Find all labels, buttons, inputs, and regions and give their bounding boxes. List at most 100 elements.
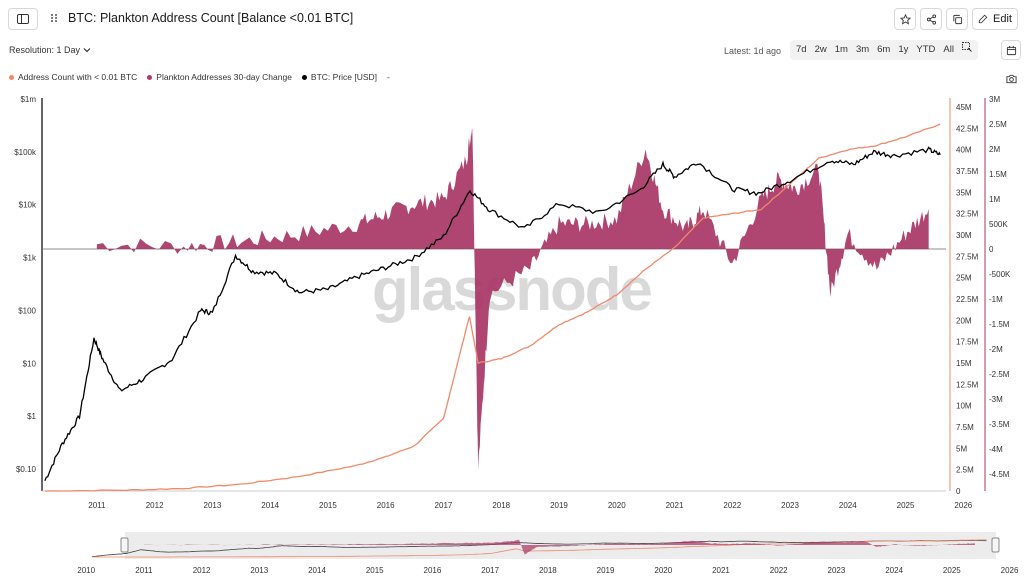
svg-text:-500K: -500K <box>989 270 1011 279</box>
svg-text:2012: 2012 <box>193 566 211 575</box>
range-all[interactable]: All <box>943 44 954 55</box>
svg-text:2024: 2024 <box>839 501 857 510</box>
svg-text:0: 0 <box>956 487 961 496</box>
range-ytd[interactable]: YTD <box>916 44 936 55</box>
share-button[interactable] <box>920 8 942 30</box>
svg-text:-1M: -1M <box>989 295 1003 304</box>
calendar-icon <box>1006 45 1016 55</box>
screenshot-button[interactable] <box>1001 70 1021 88</box>
svg-text:2012: 2012 <box>146 501 164 510</box>
legend-30day-change[interactable]: Plankton Addresses 30-day Change <box>147 72 292 82</box>
resolution-label: Resolution: 1 Day <box>9 45 81 55</box>
page-title: BTC: Plankton Address Count [Balance <0.… <box>68 11 354 25</box>
svg-text:2014: 2014 <box>261 501 279 510</box>
svg-text:$1m: $1m <box>20 95 36 104</box>
range-7d[interactable]: 7d <box>796 44 807 55</box>
left-y-axis: $0.10 $1 $10 $100 $1k $10k $100k $1m <box>14 95 43 491</box>
svg-text:2026: 2026 <box>954 501 972 510</box>
svg-text:37.5M: 37.5M <box>956 167 979 176</box>
svg-text:2018: 2018 <box>539 566 557 575</box>
svg-text:30M: 30M <box>956 231 972 240</box>
range-1m[interactable]: 1m <box>834 44 848 55</box>
svg-text:15M: 15M <box>956 359 972 368</box>
svg-text:2025: 2025 <box>897 501 915 510</box>
svg-text:2.5M: 2.5M <box>956 466 974 475</box>
edit-label: Edit <box>993 13 1012 25</box>
share-icon <box>926 13 936 25</box>
svg-text:2011: 2011 <box>135 566 153 575</box>
legend-dot-icon <box>147 74 153 80</box>
svg-text:3M: 3M <box>989 95 1000 104</box>
date-picker-button[interactable] <box>1001 40 1021 60</box>
svg-text:2020: 2020 <box>654 566 672 575</box>
svg-text:2010: 2010 <box>77 566 95 575</box>
svg-text:2020: 2020 <box>608 501 626 510</box>
svg-text:40M: 40M <box>956 146 972 155</box>
legend-address-count[interactable]: Address Count with < 0.01 BTC <box>9 72 137 82</box>
svg-text:32.5M: 32.5M <box>956 210 979 219</box>
drag-handle-icon[interactable] <box>49 12 59 24</box>
svg-text:2019: 2019 <box>597 566 615 575</box>
svg-text:1.5M: 1.5M <box>989 170 1007 179</box>
svg-text:2022: 2022 <box>723 501 741 510</box>
svg-text:2022: 2022 <box>770 566 788 575</box>
svg-text:-2.5M: -2.5M <box>989 370 1010 379</box>
right-y-axis-address-count: 0 2.5M 5M 7.5M 10M 12.5M 15M 17.5M 20M 22.5M 25M 27… <box>949 98 979 496</box>
svg-text:2015: 2015 <box>319 501 337 510</box>
svg-text:42.5M: 42.5M <box>956 124 979 133</box>
resolution-dropdown[interactable]: Resolution: 1 Day <box>9 45 91 55</box>
svg-text:$0.10: $0.10 <box>16 465 37 474</box>
time-navigator[interactable]: 2010 2011 2012 2013 2014 2015 2016 2017 2018 2019… <box>0 528 1024 581</box>
sidebar-toggle-icon <box>17 14 29 24</box>
x-axis: 2011 2012 2013 2014 2015 2016 2017 2018 2019 2020… <box>42 248 973 510</box>
svg-text:2.5M: 2.5M <box>989 120 1007 129</box>
svg-text:2025: 2025 <box>943 566 961 575</box>
svg-text:27.5M: 27.5M <box>956 252 979 261</box>
svg-text:$10: $10 <box>23 359 37 368</box>
svg-text:7.5M: 7.5M <box>956 423 974 432</box>
svg-text:2011: 2011 <box>88 501 106 510</box>
legend-label: Plankton Addresses 30-day Change <box>156 72 292 82</box>
navigator-handle-left[interactable] <box>120 537 129 553</box>
svg-text:2024: 2024 <box>885 566 903 575</box>
svg-text:20M: 20M <box>956 316 972 325</box>
svg-text:17.5M: 17.5M <box>956 338 979 347</box>
svg-text:1M: 1M <box>989 195 1000 204</box>
svg-text:2021: 2021 <box>666 501 684 510</box>
pencil-icon <box>978 14 988 24</box>
svg-text:2017: 2017 <box>435 501 453 510</box>
sidebar-toggle-button[interactable] <box>8 8 38 30</box>
series-btc-price <box>44 146 941 482</box>
chart-legend: Address Count with < 0.01 BTC Plankton A… <box>9 72 390 82</box>
range-6m[interactable]: 6m <box>877 44 891 55</box>
svg-text:22.5M: 22.5M <box>956 295 979 304</box>
legend-dot-icon <box>301 74 307 80</box>
series-address-count <box>44 123 941 492</box>
svg-text:35M: 35M <box>956 188 972 197</box>
legend-extra: - <box>387 72 390 82</box>
legend-label: BTC: Price [USD] <box>310 72 378 82</box>
range-1y[interactable]: 1y <box>898 44 909 55</box>
svg-text:2021: 2021 <box>712 566 730 575</box>
time-range-selector: 7d 2w 1m 3m 6m 1y YTD All <box>790 40 978 60</box>
copy-icon <box>952 14 962 24</box>
navigator-handle-right[interactable] <box>991 537 1000 553</box>
legend-btc-price[interactable]: BTC: Price [USD] <box>301 72 378 82</box>
svg-text:-3.5M: -3.5M <box>989 420 1010 429</box>
log-scale-toggle[interactable] <box>958 41 976 59</box>
svg-text:-4M: -4M <box>989 445 1003 454</box>
range-2w[interactable]: 2w <box>814 44 827 55</box>
svg-text:2018: 2018 <box>492 501 510 510</box>
main-chart[interactable]: glassnode $0.10$1$10$100$1k$10k$100k$1m … <box>0 88 1024 518</box>
svg-text:500K: 500K <box>989 220 1008 229</box>
favorite-button[interactable] <box>894 8 916 30</box>
svg-text:25M: 25M <box>956 274 972 283</box>
svg-text:10M: 10M <box>956 402 972 411</box>
legend-label: Address Count with < 0.01 BTC <box>18 72 138 82</box>
copy-button[interactable] <box>946 8 968 30</box>
star-icon <box>899 13 911 25</box>
edit-button[interactable]: Edit <box>972 8 1018 30</box>
range-3m[interactable]: 3m <box>855 44 870 55</box>
latest-update: Latest: 1d ago <box>724 46 782 56</box>
svg-text:2015: 2015 <box>366 566 384 575</box>
